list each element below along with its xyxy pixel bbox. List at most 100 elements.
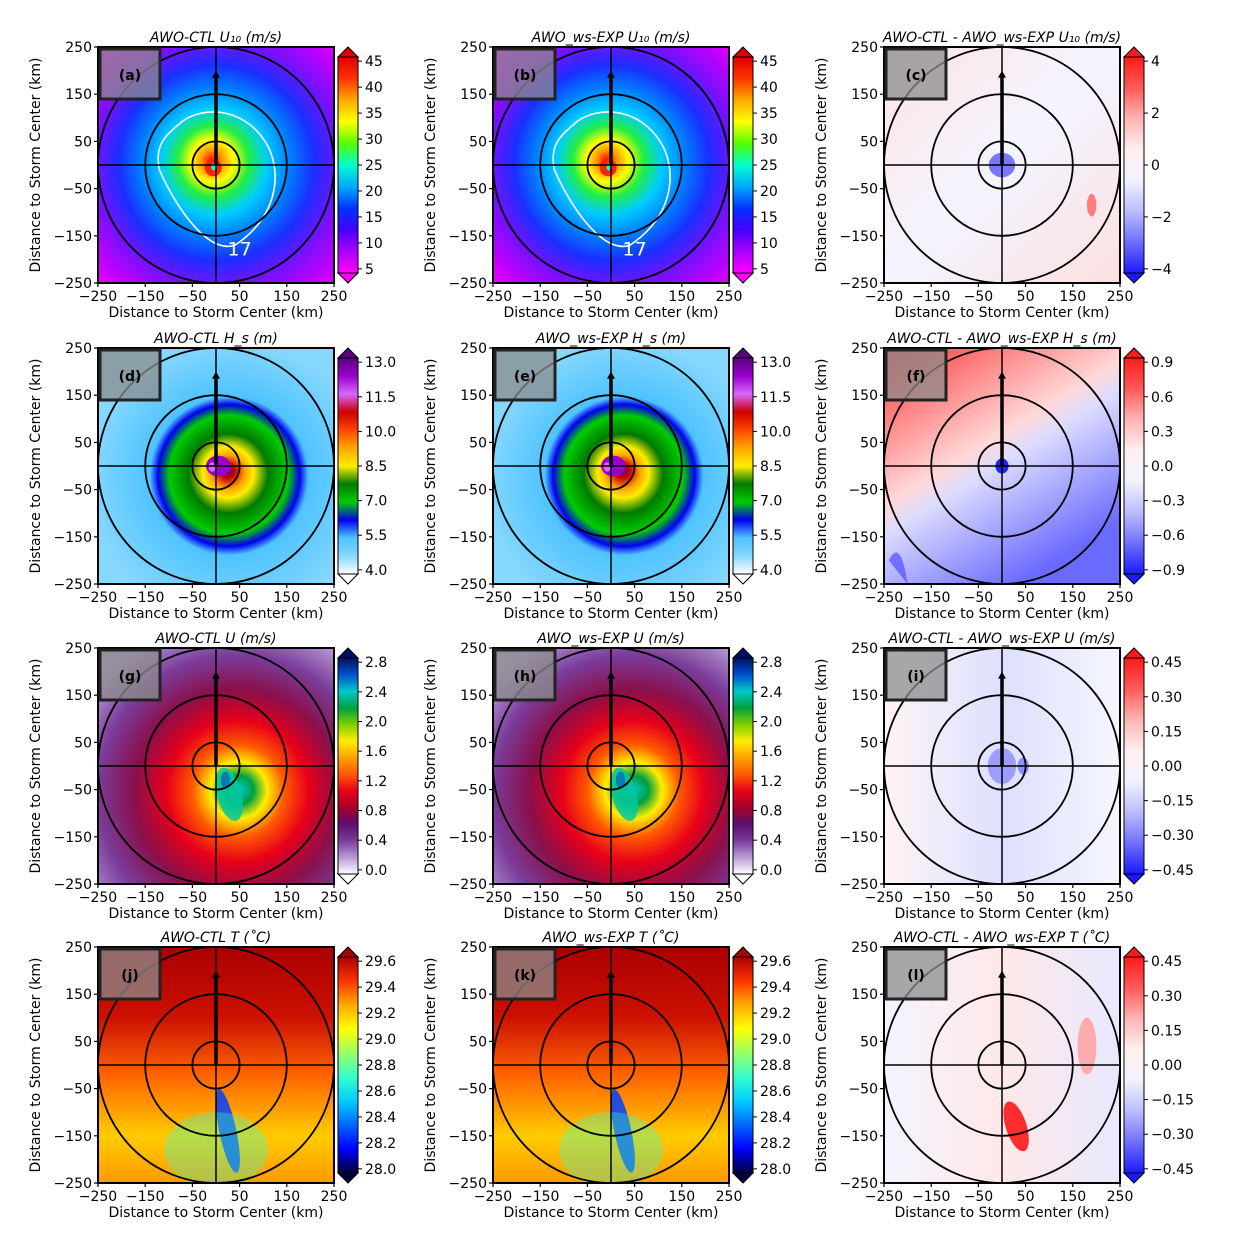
field-plot: 17	[493, 47, 729, 283]
x-tick-label: 150	[668, 289, 695, 305]
axes-frame	[883, 946, 1121, 1184]
colorbar-bottom-arrow	[336, 1172, 360, 1184]
colorbar-tick-label: 11.5	[760, 390, 791, 406]
colorbar-tick-label: 4.0	[760, 563, 782, 579]
x-tick-label: 50	[626, 289, 644, 305]
panel-title: AWO-CTL T (˚C)	[160, 929, 272, 946]
y-tick-label: −250	[54, 1176, 92, 1192]
x-tick-label: −150	[912, 890, 950, 906]
colorbar-tick-label: 35	[365, 106, 383, 122]
x-tick-label: 150	[1059, 1189, 1086, 1205]
y-tick-label: −50	[848, 182, 878, 198]
edge-diff	[888, 552, 908, 584]
panel-b: 17 (b) AWO_ws-EXP U₁₀ (m/s) −250−250 −150 −15…	[423, 30, 778, 321]
colorbar-tick-label: 30	[760, 132, 778, 148]
colorbar-tick-label: 40	[365, 80, 383, 96]
y-tick-label: 50	[860, 1034, 878, 1050]
colorbar-tick-label: 11.5	[365, 390, 396, 406]
colorbar-tick-label: 5	[760, 262, 769, 278]
x-tick-label: 250	[321, 1189, 348, 1205]
colorbar-tick-label: 2.8	[365, 655, 387, 671]
x-tick-label: 50	[626, 590, 644, 606]
y-tick-label: 150	[851, 388, 878, 404]
y-tick-label: −150	[840, 1129, 878, 1145]
x-axis-label: Distance to Storm Center (km)	[109, 305, 324, 321]
colorbar-bottom-arrow	[731, 873, 755, 885]
x-tick-label: −250	[79, 1189, 117, 1205]
x-tick-label: 50	[1017, 1189, 1035, 1205]
x-tick-label: −250	[865, 289, 903, 305]
panel-title: AWO-CTL - AWO_ws-EXP U (m/s)	[888, 631, 1116, 647]
x-tick-label: −150	[912, 590, 950, 606]
colorbar-tick-label: 2.4	[760, 685, 782, 701]
y-axis-label: Distance to Storm Center (km)	[423, 359, 439, 574]
colorbar	[337, 657, 359, 875]
y-tick-label: −150	[54, 229, 92, 245]
colorbar-tick-label: 0.4	[760, 833, 782, 849]
x-axis-label: Distance to Storm Center (km)	[504, 606, 719, 622]
colorbar-tick-label: 40	[760, 80, 778, 96]
axes-frame	[97, 347, 335, 585]
wake-diff	[1003, 1101, 1029, 1152]
x-tick-label: 50	[626, 1189, 644, 1205]
y-tick-label: −250	[449, 276, 487, 292]
colorbar-tick-label: 0.30	[1151, 690, 1182, 706]
y-tick-label: 50	[74, 435, 92, 451]
y-tick-label: 150	[460, 987, 487, 1003]
y-tick-label: −150	[449, 229, 487, 245]
x-tick-label: −50	[964, 590, 994, 606]
axes-frame	[97, 946, 335, 1184]
colorbar-tick-label: 0.8	[365, 804, 387, 820]
panel-label-box	[493, 348, 557, 402]
y-tick-label: −50	[848, 483, 878, 499]
x-tick-label: 150	[273, 289, 300, 305]
y-tick-label: −150	[449, 1129, 487, 1145]
axes-frame	[492, 647, 730, 885]
panel-label: (a)	[119, 68, 141, 84]
panel-d: (d) AWO-CTL H_s (m) −250−250 −150 −150 −50 −50…	[28, 331, 396, 622]
x-tick-label: −250	[474, 1189, 512, 1205]
colorbar-tick-label: 0.8	[760, 804, 782, 820]
x-axis-label: Distance to Storm Center (km)	[895, 606, 1110, 622]
colorbar-tick-label: 4	[1151, 54, 1160, 70]
panel-title: AWO_ws-EXP H_s (m)	[535, 331, 686, 347]
panel-title: AWO-CTL U₁₀ (m/s)	[149, 30, 282, 46]
panel-label-box	[98, 348, 162, 402]
colorbar-tick-label: 45	[760, 54, 778, 70]
y-tick-label: −250	[449, 577, 487, 593]
cold-wake	[215, 1089, 240, 1173]
y-axis-label: Distance to Storm Center (km)	[814, 58, 830, 273]
x-axis-label: Distance to Storm Center (km)	[504, 305, 719, 321]
colorbar	[1123, 657, 1145, 875]
x-tick-label: −50	[964, 289, 994, 305]
colorbar-tick-label: −0.6	[1151, 528, 1185, 544]
colorbar	[1123, 956, 1145, 1174]
panel-title: AWO-CTL U (m/s)	[154, 631, 276, 647]
y-tick-label: 150	[851, 688, 878, 704]
colorbar-tick-label: 29.4	[760, 980, 791, 996]
x-tick-label: 50	[1017, 590, 1035, 606]
y-tick-label: 50	[860, 134, 878, 150]
colorbar-tick-label: 28.8	[760, 1058, 791, 1074]
colorbar-tick-label: 0.00	[1151, 1058, 1182, 1074]
colorbar-top-arrow	[731, 46, 755, 58]
contour-17	[157, 111, 276, 248]
colorbar-top-arrow	[731, 946, 755, 958]
colorbar-tick-label: 5.5	[365, 528, 387, 544]
track-arrow-head	[212, 371, 220, 379]
x-tick-label: 150	[273, 1189, 300, 1205]
x-axis-label: Distance to Storm Center (km)	[504, 906, 719, 922]
colorbar-tick-label: 28.6	[760, 1084, 791, 1100]
colorbar-tick-label: −2	[1151, 210, 1172, 226]
y-tick-label: −150	[840, 229, 878, 245]
x-tick-label: 50	[231, 890, 249, 906]
panel-title: AWO-CTL - AWO_ws-EXP T (˚C)	[893, 929, 1110, 946]
y-axis-label: Distance to Storm Center (km)	[423, 659, 439, 874]
x-tick-label: 250	[1107, 590, 1134, 606]
axes-frame	[492, 46, 730, 284]
colorbar-tick-label: 29.2	[365, 1006, 396, 1022]
colorbar-top-arrow	[1122, 946, 1146, 958]
y-tick-label: 250	[851, 40, 878, 56]
x-tick-label: −50	[178, 289, 208, 305]
